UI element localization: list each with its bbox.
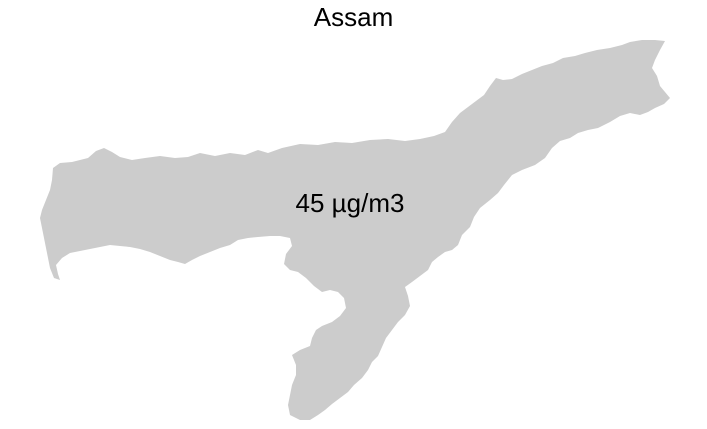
assam-region bbox=[40, 40, 670, 420]
region-value-label: 45 µg/m3 bbox=[296, 188, 405, 218]
map-title: Assam bbox=[313, 2, 394, 32]
